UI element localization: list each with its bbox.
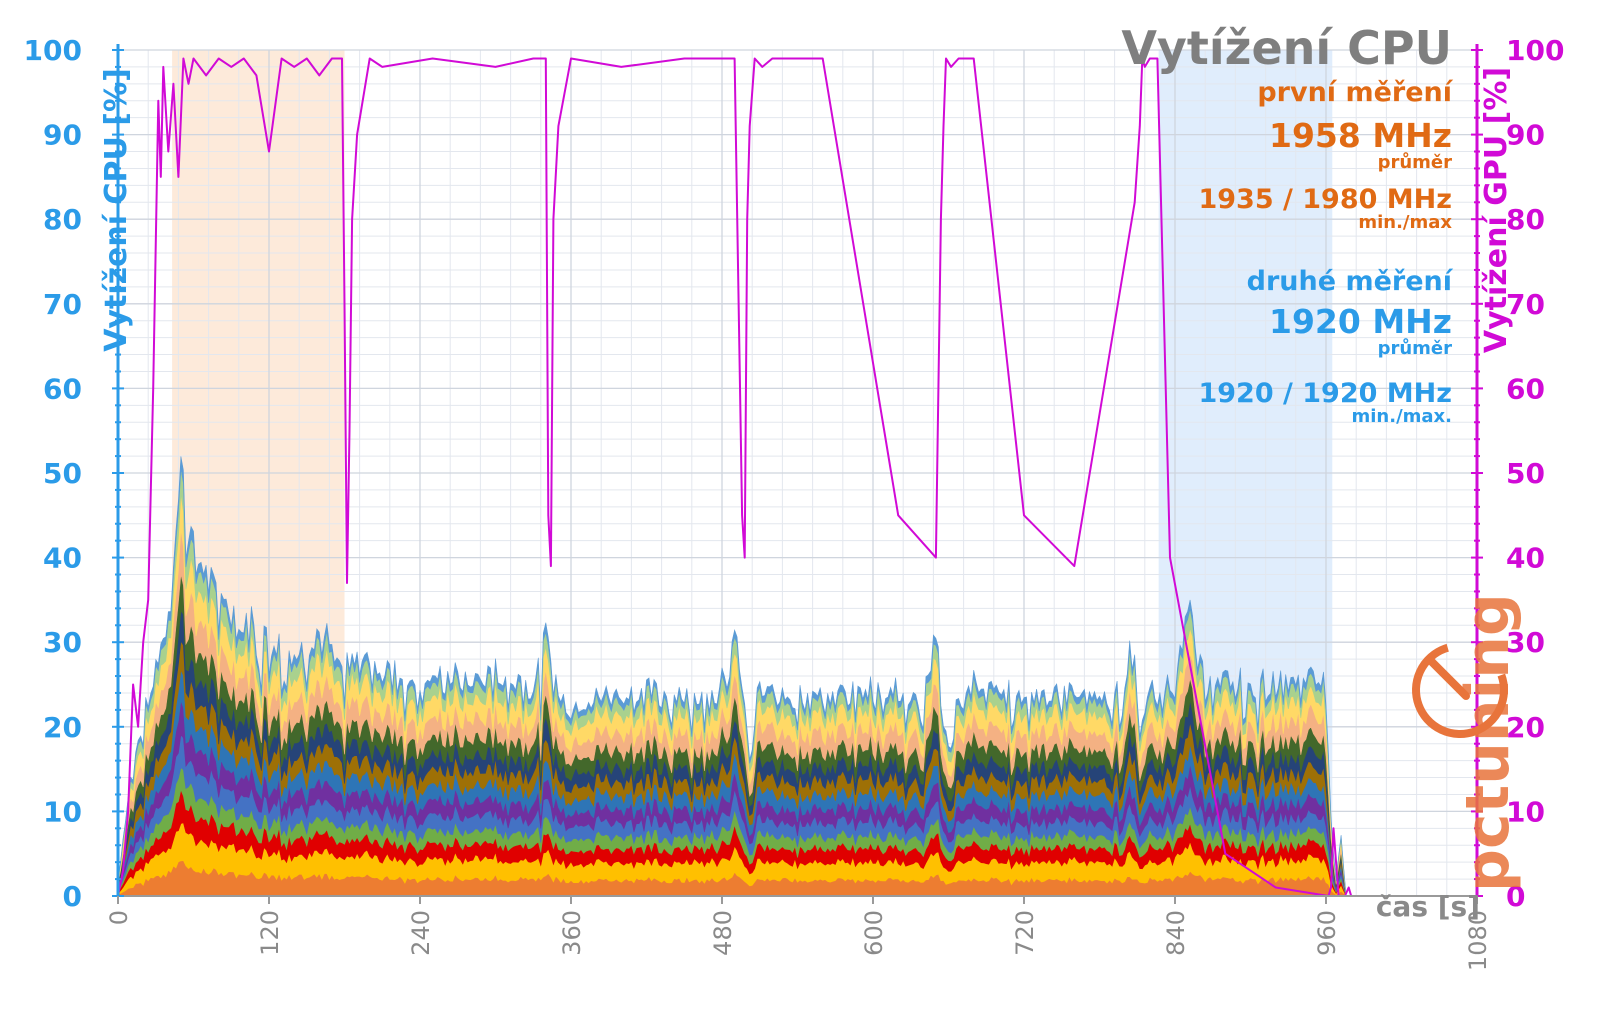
second-measurement-minmax: 1920 / 1920 MHz	[1198, 378, 1452, 409]
gpu-load-series	[117, 57, 1353, 897]
y-right-tick-label: 30	[1506, 626, 1545, 659]
y-left-tick-label: 60	[43, 372, 82, 405]
logo-text: pctuning	[1453, 593, 1523, 892]
y-left-tick-label: 30	[43, 626, 82, 659]
y-right-tick-label: 100	[1506, 34, 1564, 67]
first-measurement-minmax-label: min./max	[1358, 212, 1452, 233]
gpu-load-line	[117, 57, 1353, 897]
y-left-tick-label: 10	[43, 795, 82, 828]
logo-needle-icon	[1428, 658, 1470, 700]
y-left-tick-label: 80	[43, 203, 82, 236]
x-tick-label: 0	[105, 910, 133, 925]
axes: 0 0 10 10 20 20 30 30 40 40 50 50 60 60 70 70 80 80 90 90 10…	[24, 34, 1565, 971]
chart-title: Vytížení CPU	[1121, 21, 1452, 75]
second-measurement-avg-label: průměr	[1378, 337, 1453, 359]
y-left-tick-label: 40	[43, 542, 82, 575]
first-measurement-avg-label: průměr	[1378, 151, 1453, 173]
y-right-tick-label: 60	[1506, 372, 1545, 405]
x-tick-label: 360	[558, 910, 586, 956]
x-tick-label: 600	[860, 910, 888, 956]
y-left-axis-label: Vytížení CPU [%]	[99, 68, 134, 352]
x-tick-label: 840	[1162, 910, 1190, 956]
y-right-tick-label: 90	[1506, 119, 1545, 152]
first-measurement-avg: 1958 MHz	[1269, 116, 1452, 155]
y-right-axis-label: Vytížení GPU [%]	[1479, 67, 1514, 353]
y-right-tick-label: 80	[1506, 203, 1545, 236]
y-right-tick-label: 20	[1506, 711, 1545, 744]
x-tick-label: 240	[407, 910, 435, 956]
x-axis-label: čas [s]	[1376, 890, 1480, 923]
y-left-tick-label: 20	[43, 711, 82, 744]
y-left-tick-label: 90	[43, 119, 82, 152]
first-measurement-minmax: 1935 / 1980 MHz	[1198, 184, 1452, 215]
first-measurement-label: první měření	[1257, 77, 1453, 108]
cpu-stacked-area	[117, 456, 1347, 897]
x-tick-label: 480	[709, 910, 737, 956]
y-right-tick-label: 0	[1506, 880, 1525, 913]
y-right-tick-label: 50	[1506, 457, 1545, 490]
x-tick-label: 120	[256, 910, 284, 956]
second-measurement-minmax-label: min./max.	[1351, 406, 1452, 427]
second-measurement-label: druhé měření	[1247, 266, 1454, 297]
y-left-tick-label: 0	[63, 880, 82, 913]
y-right-tick-label: 10	[1506, 795, 1545, 828]
chart-title-group: Vytížení CPU	[1121, 21, 1452, 75]
x-tick-label: 1080	[1464, 910, 1492, 971]
x-tick-label: 720	[1011, 910, 1039, 956]
y-right-tick-label: 40	[1506, 542, 1545, 575]
y-left-tick-label: 100	[24, 34, 82, 67]
x-tick-label: 960	[1313, 910, 1341, 956]
second-measurement-avg: 1920 MHz	[1269, 302, 1452, 341]
annotation-second-measurement: druhé měření 1920 MHz průměr 1920 / 1920…	[1198, 266, 1453, 427]
annotation-first-measurement: první měření 1958 MHz průměr 1935 / 1980…	[1198, 77, 1453, 233]
y-right-tick-label: 70	[1506, 288, 1545, 321]
y-left-tick-label: 50	[43, 457, 82, 490]
logo-gauge-icon	[1412, 642, 1508, 738]
y-left-tick-label: 70	[43, 288, 82, 321]
pctuning-logo: pctuning	[1412, 593, 1523, 892]
